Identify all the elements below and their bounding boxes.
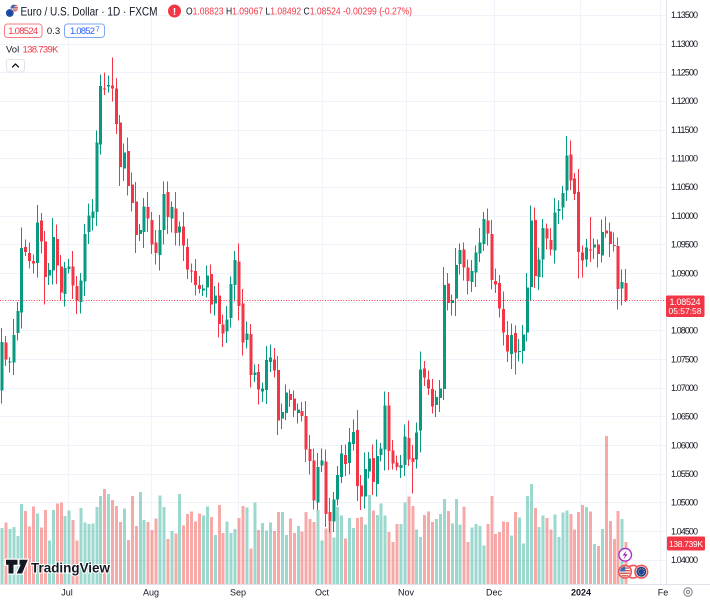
svg-text:O1.08823 H1.09067 L1.08492 C1.: O1.08823 H1.09067 L1.08492 C1.08524 -0.0… xyxy=(186,7,412,18)
svg-text:Oct: Oct xyxy=(315,588,330,598)
svg-text:138.739K: 138.739K xyxy=(23,45,60,56)
svg-text:1.09500: 1.09500 xyxy=(671,240,698,250)
svg-text:1.11000: 1.11000 xyxy=(671,154,698,164)
svg-text:1.12000: 1.12000 xyxy=(671,96,698,106)
svg-text:1.08000: 1.08000 xyxy=(671,326,698,336)
svg-text:Nov: Nov xyxy=(398,588,415,598)
svg-text:1.0852: 1.0852 xyxy=(70,26,95,37)
svg-text:1.07500: 1.07500 xyxy=(671,354,698,364)
svg-text:138.739K: 138.739K xyxy=(669,539,703,549)
svg-text:Euro / U.S. Dollar · 1D · FXCM: Euro / U.S. Dollar · 1D · FXCM xyxy=(21,5,158,19)
svg-text:Vol: Vol xyxy=(6,45,19,56)
svg-text:Sep: Sep xyxy=(230,588,246,598)
svg-text:1.09000: 1.09000 xyxy=(671,268,698,278)
svg-text:1.12500: 1.12500 xyxy=(671,68,698,78)
svg-text:1.05500: 1.05500 xyxy=(671,469,698,479)
svg-text:2024: 2024 xyxy=(571,588,591,598)
svg-text:1.08524: 1.08524 xyxy=(8,26,38,37)
svg-text:1.06500: 1.06500 xyxy=(671,412,698,422)
svg-text:!: ! xyxy=(173,6,177,18)
svg-text:1.10000: 1.10000 xyxy=(671,211,698,221)
svg-text:1.10500: 1.10500 xyxy=(671,182,698,192)
svg-text:1.04000: 1.04000 xyxy=(671,555,698,565)
svg-text:1.13000: 1.13000 xyxy=(671,39,698,49)
svg-text:Jul: Jul xyxy=(61,588,73,598)
svg-text:Fe: Fe xyxy=(658,588,669,598)
svg-text:1.04500: 1.04500 xyxy=(671,526,698,536)
svg-text:7: 7 xyxy=(96,25,100,34)
svg-text:Aug: Aug xyxy=(143,588,159,598)
svg-text:1.11500: 1.11500 xyxy=(671,125,698,135)
svg-text:TradingView: TradingView xyxy=(31,560,110,576)
svg-text:0.3: 0.3 xyxy=(47,26,60,37)
svg-text:1.05000: 1.05000 xyxy=(671,498,698,508)
svg-text:05:57:58: 05:57:58 xyxy=(669,306,702,316)
svg-text:1.13500: 1.13500 xyxy=(671,10,698,20)
svg-text:Dec: Dec xyxy=(486,588,503,598)
svg-text:1.06000: 1.06000 xyxy=(671,440,698,450)
svg-text:1.07000: 1.07000 xyxy=(671,383,698,393)
svg-text:1.08524: 1.08524 xyxy=(670,297,701,307)
